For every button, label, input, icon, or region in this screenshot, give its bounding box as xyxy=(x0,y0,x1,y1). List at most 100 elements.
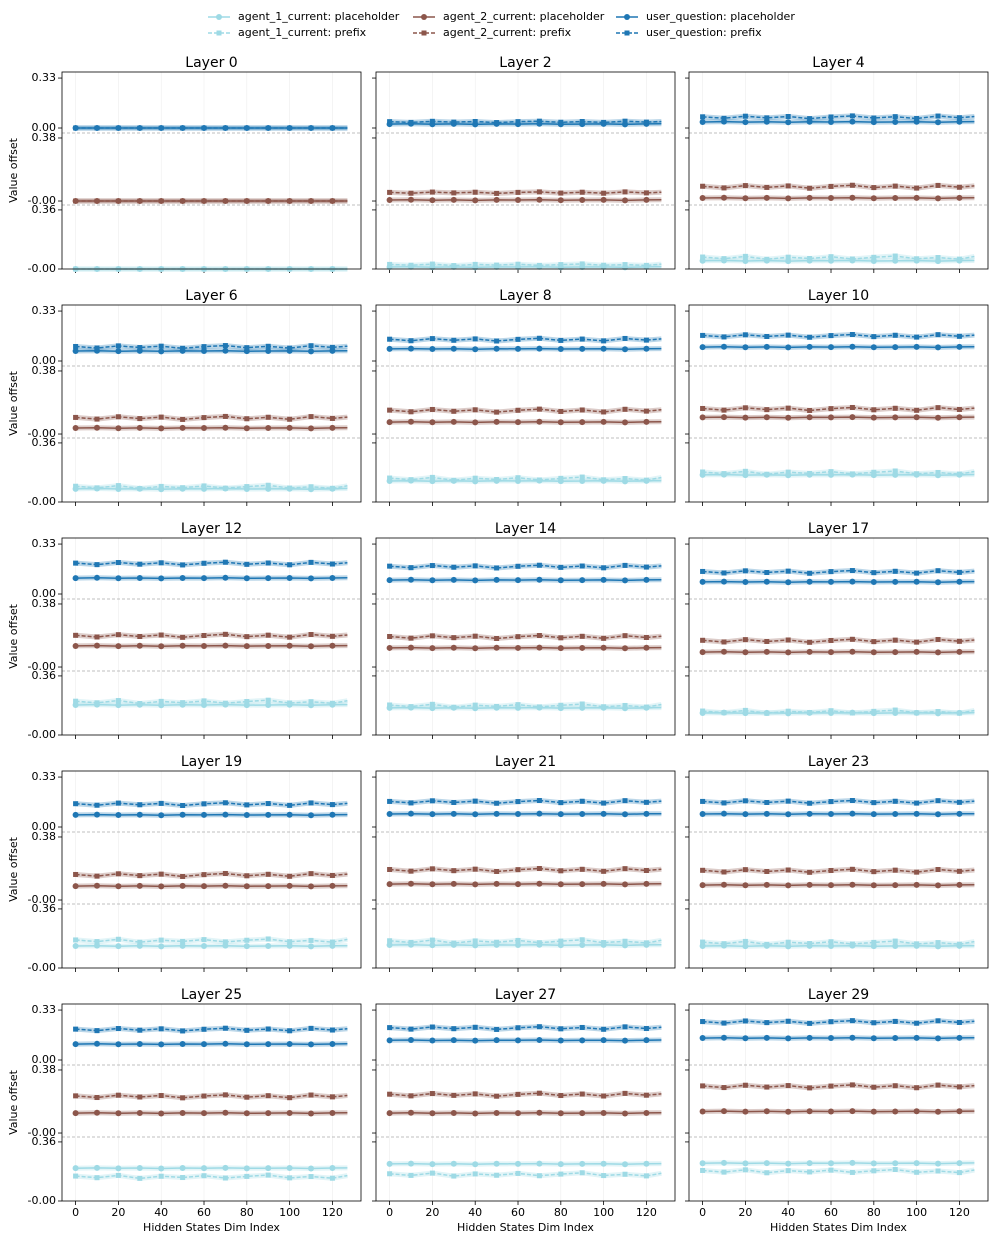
marker xyxy=(579,1024,585,1030)
legend-entry: agent_1_current: placeholder xyxy=(208,10,400,23)
series-line xyxy=(702,1019,975,1025)
marker xyxy=(914,1085,920,1091)
marker xyxy=(720,648,727,655)
marker xyxy=(137,198,143,204)
marker xyxy=(115,1092,121,1098)
marker xyxy=(180,485,186,491)
marker xyxy=(287,1095,293,1101)
marker xyxy=(472,1161,479,1168)
marker xyxy=(180,562,186,568)
marker xyxy=(222,882,229,889)
marker xyxy=(601,635,607,641)
axes-frame xyxy=(375,71,676,270)
marker xyxy=(892,118,899,125)
marker xyxy=(806,881,813,888)
marker xyxy=(515,1025,521,1031)
marker xyxy=(956,118,963,125)
marker xyxy=(721,941,727,947)
marker xyxy=(472,189,478,195)
marker xyxy=(308,883,315,890)
marker xyxy=(243,575,250,582)
marker xyxy=(828,469,834,475)
series-line xyxy=(702,120,975,124)
marker xyxy=(622,346,629,353)
marker xyxy=(700,469,706,475)
marker xyxy=(622,938,628,944)
marker xyxy=(93,1109,100,1116)
marker xyxy=(72,1165,79,1172)
marker xyxy=(956,184,962,190)
marker xyxy=(472,1171,478,1177)
marker xyxy=(914,1020,920,1026)
marker xyxy=(179,574,186,581)
series-line xyxy=(702,940,975,946)
legend-marker xyxy=(624,14,630,20)
marker xyxy=(265,871,271,877)
marker xyxy=(265,343,271,349)
marker xyxy=(287,345,293,351)
marker xyxy=(179,942,186,949)
marker xyxy=(558,262,564,268)
marker xyxy=(700,1019,706,1025)
marker xyxy=(93,1040,100,1047)
marker xyxy=(892,405,898,411)
marker xyxy=(536,477,542,483)
x-tick-label: 80 xyxy=(554,1206,568,1219)
marker xyxy=(601,409,607,415)
x-tick-label: 60 xyxy=(824,1206,838,1219)
marker xyxy=(721,1020,727,1026)
marker xyxy=(870,1108,877,1115)
marker xyxy=(136,1165,143,1172)
marker xyxy=(622,118,628,124)
marker xyxy=(935,940,941,946)
series-line xyxy=(75,802,348,807)
x-tick-label: 120 xyxy=(949,1206,970,1219)
series-line xyxy=(389,883,662,886)
marker xyxy=(699,810,706,817)
series-line xyxy=(389,337,662,342)
series-line xyxy=(75,344,348,350)
marker xyxy=(243,1041,250,1048)
marker xyxy=(72,642,79,649)
marker xyxy=(137,1027,143,1033)
y-tick-label: -0.00 xyxy=(28,262,56,275)
y-tick-label: -0.00 xyxy=(28,194,56,207)
marker xyxy=(265,198,271,204)
marker xyxy=(515,407,521,413)
marker xyxy=(622,633,628,639)
series-line xyxy=(389,120,662,124)
marker xyxy=(450,418,457,425)
marker xyxy=(387,702,393,708)
marker xyxy=(956,578,963,585)
marker xyxy=(429,798,435,804)
series-line xyxy=(389,646,662,650)
marker xyxy=(935,119,942,126)
marker xyxy=(558,190,564,196)
marker xyxy=(429,189,435,195)
series-line xyxy=(389,420,662,424)
marker xyxy=(806,194,813,201)
marker xyxy=(201,415,207,421)
marker xyxy=(622,1171,628,1177)
series-line xyxy=(389,564,662,569)
marker xyxy=(721,334,727,340)
marker xyxy=(720,194,727,201)
marker xyxy=(871,869,877,875)
marker xyxy=(136,1040,143,1047)
marker xyxy=(956,710,962,716)
marker xyxy=(287,416,293,422)
marker xyxy=(308,198,314,204)
marker xyxy=(828,254,834,260)
marker xyxy=(579,810,586,817)
panel: Layer 14 xyxy=(372,521,676,739)
y-axis-label: Value offset xyxy=(7,370,20,436)
marker xyxy=(828,1035,835,1042)
marker xyxy=(720,881,727,888)
marker xyxy=(115,198,121,204)
marker xyxy=(699,578,706,585)
marker xyxy=(136,642,143,649)
marker xyxy=(287,700,293,706)
series-line xyxy=(702,333,975,338)
marker xyxy=(764,184,770,190)
marker xyxy=(408,1093,414,1099)
